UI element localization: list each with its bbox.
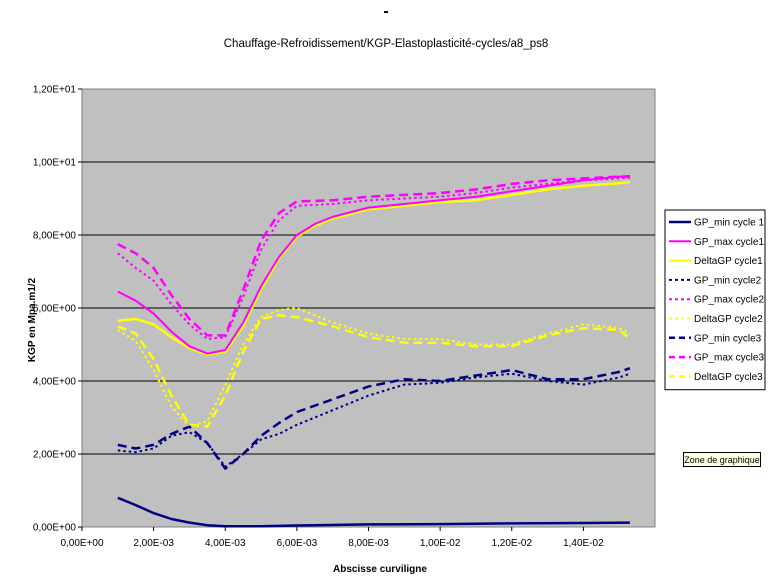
series-line-8 [117,314,631,428]
header-mark: - [383,3,388,20]
x-tick-label: 1,00E-02 [420,538,461,549]
chart-title: Chauffage-Refroidissement/KGP-Elastoplas… [224,38,549,50]
x-tick-label: 0,00E+00 [60,538,104,549]
legend-label: GP_min cycle 1 [694,218,764,229]
series-line-0 [117,496,630,528]
y-tick-label: 2,00E+00 [33,450,77,461]
chart-area-tooltip: Zone de graphique [683,452,761,467]
grid-lines [82,161,655,455]
y-axis-ticks: 0,00E+00 2,00E+00 4,00E+00 6,00E+00 8,00E+00… [33,85,82,534]
series-line-2 [117,180,631,356]
y-tick-label: 1,20E+01 [33,85,77,96]
legend-label: DeltaGP cycle2 [694,314,763,325]
x-tick-label: 1,40E-02 [563,538,604,549]
legend-label: GP_min cycle2 [694,275,762,286]
x-tick-label: 6,00E-03 [277,538,318,549]
x-tick-label: 2,00E-03 [133,538,174,549]
y-tick-label: 8,00E+00 [33,231,77,242]
legend[interactable]: GP_min cycle 1 GP_max cycle1 DeltaGP cycle… [664,209,766,391]
legend-label: GP_max cycle3 [694,353,764,364]
y-tick-label: 1,00E+01 [33,158,77,169]
y-tick-label: 0,00E+00 [33,523,77,534]
legend-label: DeltaGP cycle1 [694,256,763,267]
series-line-4 [117,176,630,340]
legend-label: GP_max cycle2 [694,295,764,306]
y-axis-title: KGP en Mpa.m1/2 [27,277,38,362]
x-tick-label: 4,00E-03 [205,538,246,549]
legend-items: GP_min cycle 1 GP_max cycle1 DeltaGP cycle… [669,218,764,383]
series-line-1 [117,174,630,355]
series-lines [117,174,631,528]
legend-label: GP_min cycle3 [694,333,762,344]
series-line-7 [117,175,630,337]
x-tick-label: 8,00E-03 [348,538,389,549]
legend-label: DeltaGP cycle3 [694,372,763,383]
x-axis-title: Abscisse curviligne [333,564,427,575]
x-axis-ticks: 0,00E+00 2,00E-03 4,00E-03 6,00E-03 8,00E-03… [60,527,604,549]
y-tick-label: 4,00E+00 [33,377,77,388]
x-tick-label: 1,20E-02 [491,538,532,549]
series-line-5 [117,307,631,428]
series-line-6 [117,367,631,470]
y-tick-label: 6,00E+00 [33,304,77,315]
legend-label: GP_max cycle1 [694,237,764,248]
series-line-3 [117,372,631,468]
